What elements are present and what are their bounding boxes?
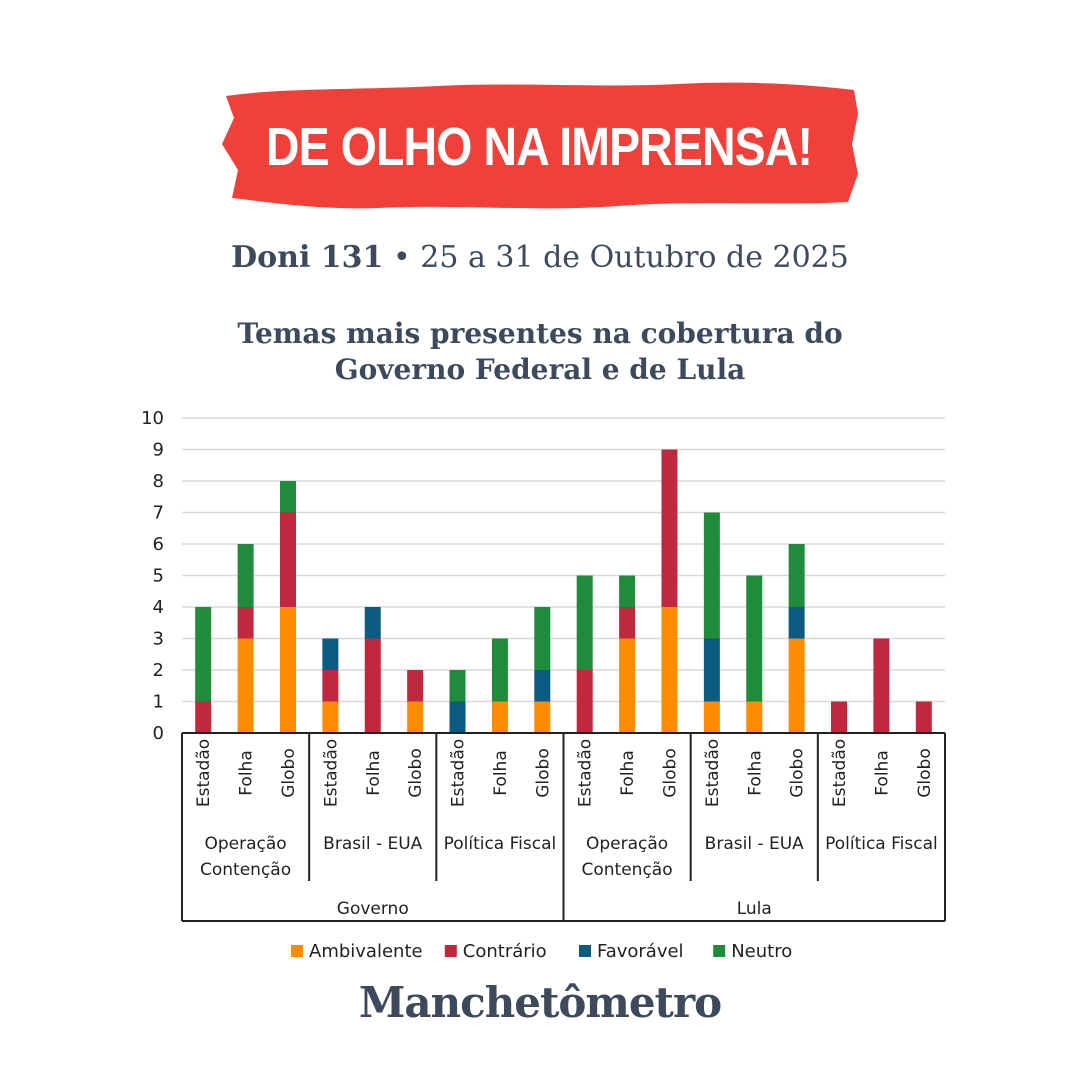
chart-title-line-1: Temas mais presentes na cobertura do xyxy=(237,317,843,350)
date-range: 25 a 31 de Outubro de 2025 xyxy=(420,240,849,275)
x-tick-label: Estadão xyxy=(576,739,596,807)
bar-segment-contrário xyxy=(576,670,593,733)
legend-swatch xyxy=(713,945,726,957)
bar-segment-neutro xyxy=(619,575,636,607)
bar-segment-contrário xyxy=(915,701,932,733)
bar-segment-contrário xyxy=(195,701,212,733)
banner-title: DE OLHO NA IMPRENSA! xyxy=(265,117,813,177)
bar-segment-ambivalente xyxy=(407,701,424,733)
y-tick-label: 4 xyxy=(153,597,164,618)
bar-segment-contrário xyxy=(407,670,424,702)
group-label: Política Fiscal xyxy=(825,834,938,854)
legend-label: Contrário xyxy=(463,941,547,962)
y-tick-label: 3 xyxy=(153,629,164,650)
bar-segment-favorável xyxy=(788,607,805,639)
bar-segment-favorável xyxy=(449,701,466,733)
group-label: Brasil - EUA xyxy=(705,834,804,854)
group-label: Política Fiscal xyxy=(444,834,557,854)
x-tick-label: Estadão xyxy=(830,739,850,807)
legend-swatch xyxy=(444,945,457,957)
bar-segment-contrário xyxy=(831,701,848,733)
bar-segment-favorável xyxy=(364,607,381,639)
bar-segment-contrário xyxy=(661,449,678,607)
bar-segment-ambivalente xyxy=(788,638,805,733)
bar-segment-contrário xyxy=(237,607,254,639)
bar-segment-neutro xyxy=(788,544,805,607)
x-tick-label: Folha xyxy=(491,750,511,796)
supergroup-label: Governo xyxy=(337,899,409,919)
bar-segment-favorável xyxy=(703,638,720,702)
x-tick-label: Estadão xyxy=(321,739,341,807)
x-tick-label: Globo xyxy=(660,748,680,798)
bar-segment-neutro xyxy=(703,512,720,639)
group-label: Operação xyxy=(586,834,668,854)
bar-segment-contrário xyxy=(619,607,636,639)
group-label: Contenção xyxy=(200,860,291,880)
x-tick-label: Estadão xyxy=(449,739,469,807)
bar-segment-neutro xyxy=(534,607,551,670)
x-tick-label: Folha xyxy=(618,750,638,796)
group-label: Brasil - EUA xyxy=(323,834,422,854)
bar-segment-contrário xyxy=(873,638,890,733)
x-tick-label: Folha xyxy=(872,750,892,796)
y-tick-label: 7 xyxy=(153,503,164,524)
bar-segment-ambivalente xyxy=(619,638,636,733)
banner-background xyxy=(222,82,858,209)
group-label: Operação xyxy=(204,834,286,854)
x-tick-label: Estadão xyxy=(703,739,723,807)
separator-dot: • xyxy=(392,240,411,275)
legend-swatch xyxy=(291,945,303,957)
legend-swatch xyxy=(579,945,591,957)
y-tick-label: 2 xyxy=(153,660,164,681)
bar-segment-favorável xyxy=(322,638,339,670)
bar-segment-contrário xyxy=(322,670,339,702)
issue-date-line: Doni 131 • 25 a 31 de Outubro de 2025 xyxy=(0,240,1080,275)
bar-segment-neutro xyxy=(449,670,466,702)
bar-segment-ambivalente xyxy=(322,701,339,733)
x-tick-label: Estadão xyxy=(194,739,214,807)
x-tick-label: Folha xyxy=(745,750,765,796)
bar-segment-neutro xyxy=(491,638,508,702)
x-tick-label: Globo xyxy=(406,748,426,798)
bar-segment-neutro xyxy=(195,607,212,702)
issue-number: Doni 131 xyxy=(231,240,384,275)
y-tick-label: 1 xyxy=(153,692,164,713)
x-tick-label: Globo xyxy=(279,748,299,798)
x-tick-label: Folha xyxy=(364,750,384,796)
bar-segment-ambivalente xyxy=(746,701,763,733)
y-tick-label: 8 xyxy=(153,471,164,492)
bar-segment-ambivalente xyxy=(703,701,720,733)
legend-label: Neutro xyxy=(731,941,792,962)
x-tick-label: Globo xyxy=(788,748,808,798)
brand-logo: Manchetômetro xyxy=(358,978,722,1027)
y-tick-label: 5 xyxy=(153,566,164,587)
bar-segment-neutro xyxy=(576,575,593,670)
y-tick-label: 0 xyxy=(153,723,164,744)
y-tick-label: 6 xyxy=(153,534,164,555)
chart-title-line-2: Governo Federal e de Lula xyxy=(334,353,746,386)
bar-segment-ambivalente xyxy=(661,607,678,733)
bar-segment-ambivalente xyxy=(491,701,508,733)
x-tick-label: Folha xyxy=(237,750,257,796)
y-tick-label: 10 xyxy=(141,408,164,429)
supergroup-label: Lula xyxy=(737,899,772,919)
stacked-bar-chart: 0 1 2 3 4 5 6 7 8 9 10 Estadão Folha Globo Estadão Folh… xyxy=(141,408,946,962)
bar-segment-contrário xyxy=(279,512,296,607)
bar-segment-neutro xyxy=(746,575,763,702)
chart-title: Temas mais presentes na cobertura do Gov… xyxy=(140,316,940,388)
bar-segment-ambivalente xyxy=(279,607,296,733)
bar-segment-ambivalente xyxy=(534,701,551,733)
x-tick-label: Globo xyxy=(915,748,935,798)
bar-segment-ambivalente xyxy=(237,638,254,733)
legend-label: Favorável xyxy=(597,941,684,962)
bar-segment-neutro xyxy=(279,481,296,513)
bar-segment-contrário xyxy=(364,638,381,733)
y-tick-label: 9 xyxy=(153,440,164,461)
legend-label: Ambivalente xyxy=(309,941,423,962)
bar-segment-favorável xyxy=(534,670,551,702)
bar-segment-neutro xyxy=(237,544,254,607)
x-tick-label: Globo xyxy=(533,748,553,798)
group-label: Contenção xyxy=(582,860,673,880)
